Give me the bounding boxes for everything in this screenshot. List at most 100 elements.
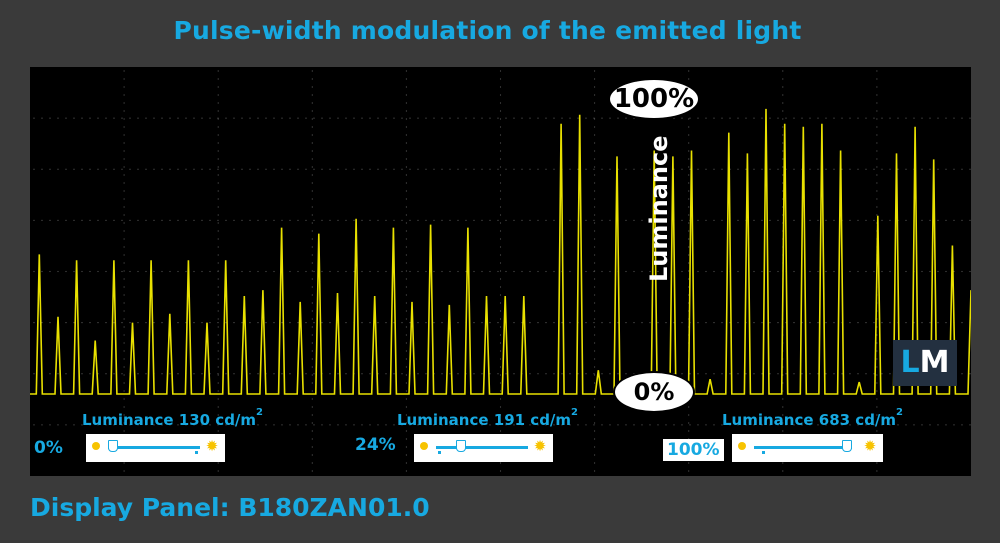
grid-dot [233, 270, 235, 273]
grid-dot [594, 470, 596, 472]
grid-dot [311, 222, 313, 224]
grid-dot [311, 86, 313, 88]
grid-dot [833, 168, 835, 170]
grid-dot [123, 102, 125, 104]
grid-dot [753, 270, 755, 273]
grid-dot [497, 322, 499, 324]
grid-dot [265, 424, 267, 426]
grid-dot [217, 166, 219, 168]
grid-dot [473, 117, 475, 119]
grid-dot [129, 117, 131, 119]
grid-dot [311, 350, 313, 352]
grid-dot [225, 424, 227, 426]
grid-dot [311, 278, 313, 280]
grid-dot [553, 373, 555, 375]
grid-dot [681, 219, 683, 221]
grid-dot [961, 373, 963, 375]
grid-dot [609, 168, 611, 170]
grid-dot [425, 373, 427, 375]
grid-dot [281, 219, 283, 221]
grid-dot [123, 358, 125, 360]
grid-dot [241, 168, 243, 170]
grid-dot [161, 117, 163, 119]
grid-dot [865, 168, 867, 170]
grid-dot [594, 342, 596, 344]
panel-2-brightness: 24% [351, 434, 400, 456]
grid-dot [657, 322, 659, 324]
grid-dot [441, 270, 443, 273]
grid-dot [594, 422, 596, 424]
grid-dot [617, 424, 619, 426]
grid-dot [123, 190, 125, 192]
grid-dot [688, 254, 690, 256]
grid-dot [929, 219, 931, 221]
grid-dot [817, 373, 819, 375]
grid-dot [311, 190, 313, 192]
grid-dot [89, 424, 91, 426]
grid-dot [401, 270, 403, 273]
grid-dot [217, 262, 219, 264]
grid-dot [594, 326, 596, 328]
grid-dot [857, 270, 859, 273]
grid-dot [113, 373, 115, 375]
grid-dot [913, 117, 915, 119]
grid-dot [913, 424, 915, 426]
grid-dot [782, 174, 784, 176]
grid-dot [809, 373, 811, 375]
grid-dot [793, 424, 795, 426]
grid-dot [233, 322, 235, 324]
grid-dot [369, 424, 371, 426]
grid-dot [297, 270, 299, 273]
slider-track [436, 446, 528, 449]
grid-dot [405, 406, 407, 408]
grid-dot [105, 424, 107, 426]
grid-dot [49, 424, 51, 426]
grid-dot [737, 270, 739, 273]
grid-dot [945, 322, 947, 324]
grid-dot [489, 219, 491, 221]
grid-dot [265, 270, 267, 273]
grid-dot [545, 373, 547, 375]
grid-dot [721, 322, 723, 324]
grid-dot [633, 270, 635, 273]
grid-dot [81, 322, 83, 324]
grid-dot [688, 414, 690, 416]
grid-dot [689, 117, 691, 119]
grid-dot [217, 422, 219, 424]
grid-dot [405, 134, 407, 136]
grid-dot [145, 424, 147, 426]
grid-dot [499, 78, 502, 80]
grid-dot [153, 168, 155, 170]
grid-dot [721, 424, 723, 426]
grid-dot [499, 190, 502, 192]
grid-dot [123, 70, 125, 72]
grid-dot [953, 424, 955, 426]
grid-dot [969, 270, 971, 273]
grid-dot [433, 322, 435, 324]
grid-dot [465, 424, 467, 426]
grid-dot [321, 168, 323, 170]
grid-dot [825, 270, 827, 273]
grid-dot [688, 286, 690, 288]
grid-dot [417, 270, 419, 273]
grid-dot [705, 270, 707, 273]
grid-dot [817, 117, 819, 119]
grid-dot [865, 219, 867, 221]
grid-dot [257, 117, 259, 119]
grid-dot [688, 238, 690, 240]
grid-dot [785, 373, 787, 375]
grid-dot [123, 350, 125, 352]
grid-dot [273, 270, 275, 273]
grid-dot [577, 424, 579, 426]
grid-dot [311, 382, 313, 384]
grid-dot [553, 424, 555, 426]
grid-dot [499, 86, 502, 88]
grid-dot [73, 424, 75, 426]
grid-dot [217, 270, 219, 273]
grid-dot [311, 310, 313, 312]
panel-2-slider: ✹ [414, 434, 553, 462]
grid-dot [311, 422, 313, 424]
grid-dot [209, 117, 211, 119]
luminance-series-line [30, 108, 971, 395]
grid-dot [489, 117, 491, 119]
